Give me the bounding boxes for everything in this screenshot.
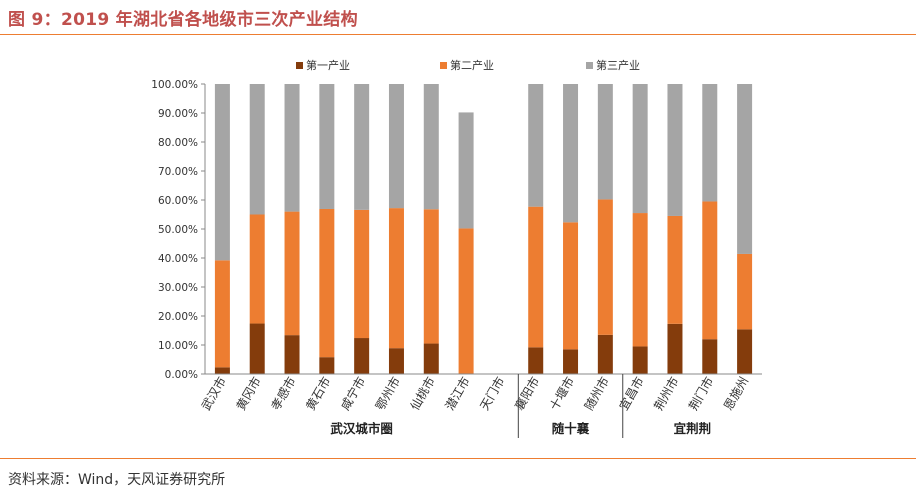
bar-segment xyxy=(702,84,718,202)
legend-label: 第三产业 xyxy=(596,58,640,72)
bar-segment xyxy=(702,339,718,374)
group-label: 武汉城市圈 xyxy=(330,421,393,436)
x-category-label: 鄂州市 xyxy=(372,374,403,413)
bar-segment xyxy=(667,84,683,216)
x-category-label: 潜江市 xyxy=(442,374,473,413)
source-note: 资料来源：Wind，天风证券研究所 xyxy=(8,472,226,488)
x-category-label: 宜昌市 xyxy=(616,374,647,413)
x-category-label: 随州市 xyxy=(581,374,612,413)
bar-segment xyxy=(632,346,648,374)
bar-segment xyxy=(563,222,579,350)
y-tick-label: 50.00% xyxy=(158,224,198,236)
bar-segment xyxy=(563,349,579,374)
bar-segment xyxy=(597,334,613,374)
x-category-label: 恩施州 xyxy=(721,375,751,413)
y-tick-label: 10.00% xyxy=(158,340,198,352)
x-category-label: 仙桃市 xyxy=(407,374,438,413)
bar-segment xyxy=(667,215,683,324)
source-divider xyxy=(0,458,916,459)
bar-segment xyxy=(214,367,230,374)
bar-segment xyxy=(458,228,474,374)
bar-segment xyxy=(597,199,613,335)
bar-segment xyxy=(528,84,544,207)
title-divider xyxy=(0,34,916,35)
bar-segment xyxy=(528,206,544,348)
bar-segment xyxy=(214,260,230,368)
bar-segment xyxy=(597,84,613,200)
legend-label: 第二产业 xyxy=(450,58,494,72)
x-category-label: 黄石市 xyxy=(302,374,333,413)
bar-segment xyxy=(284,84,300,212)
group-label: 随十襄 xyxy=(552,421,590,436)
y-tick-label: 70.00% xyxy=(158,166,198,178)
x-category-label: 荆门市 xyxy=(685,374,716,413)
bar-segment xyxy=(458,112,474,229)
figure-title: 图 9：2019 年湖北省各地级市三次产业结构 xyxy=(8,10,358,30)
bar-segment xyxy=(319,357,335,374)
x-category-label: 天门市 xyxy=(477,374,508,413)
x-axis: 武汉市 黄冈市 孝感市 黄石市 咸宁市 鄂州市 仙桃市 潜江市 天门市 襄阳市 十堰市 随州市 宜昌市荆… xyxy=(198,373,762,413)
bar-segment xyxy=(423,209,439,344)
bar-segment xyxy=(632,213,648,347)
bar-segment xyxy=(388,208,404,349)
chart-legend: 第一产业 第二产业 第三产业 xyxy=(296,58,640,72)
x-category-label: 黄冈市 xyxy=(233,374,264,413)
bar-segment xyxy=(354,84,370,210)
bar-segment xyxy=(354,338,370,374)
bar-segment xyxy=(423,343,439,374)
legend-swatch xyxy=(586,62,593,69)
bar-segment xyxy=(249,84,265,215)
bar-segment xyxy=(702,201,718,340)
x-category-label: 咸宁市 xyxy=(337,374,368,413)
bars-layer xyxy=(214,84,753,374)
x-category-label: 十堰市 xyxy=(546,374,577,413)
bar-segment xyxy=(563,84,579,223)
bar-segment xyxy=(423,84,439,210)
y-tick-label: 30.00% xyxy=(158,282,198,294)
bar-segment xyxy=(319,84,335,209)
group-label: 宜荆荆 xyxy=(674,421,712,436)
bar-segment xyxy=(632,84,648,214)
bar-segment xyxy=(319,208,335,358)
bar-segment xyxy=(667,323,683,374)
x-category-label: 孝感市 xyxy=(268,374,299,413)
bar-segment xyxy=(284,335,300,374)
bar-segment xyxy=(528,347,544,374)
bar-segment xyxy=(284,211,300,336)
y-tick-label: 90.00% xyxy=(158,108,198,120)
y-tick-label: 60.00% xyxy=(158,195,198,207)
x-category-label: 荆州市 xyxy=(651,374,682,413)
x-category-label: 武汉市 xyxy=(198,374,229,413)
bar-segment xyxy=(249,214,265,324)
x-axis-groups: 武汉城市圈 随十襄 宜荆荆 xyxy=(330,374,711,438)
bar-segment xyxy=(737,329,753,374)
y-tick-label: 100.00% xyxy=(151,79,198,91)
x-category-label: 襄阳市 xyxy=(511,374,542,413)
y-tick-label: 20.00% xyxy=(158,311,198,323)
legend-label: 第一产业 xyxy=(306,58,350,72)
legend-swatch xyxy=(440,62,447,69)
bar-segment xyxy=(214,84,230,261)
bar-segment xyxy=(737,84,753,254)
bar-segment xyxy=(388,348,404,374)
y-tick-label: 40.00% xyxy=(158,253,198,265)
bar-segment xyxy=(249,323,265,374)
y-axis: 0.00% 10.00% 20.00% 30.00% 40.00% 50.00% 60.00… xyxy=(151,79,206,381)
legend-swatch xyxy=(296,62,303,69)
y-tick-label: 0.00% xyxy=(165,369,198,381)
y-tick-label: 80.00% xyxy=(158,137,198,149)
bar-segment xyxy=(388,84,404,209)
bar-segment xyxy=(354,209,370,339)
bar-segment xyxy=(737,253,753,330)
